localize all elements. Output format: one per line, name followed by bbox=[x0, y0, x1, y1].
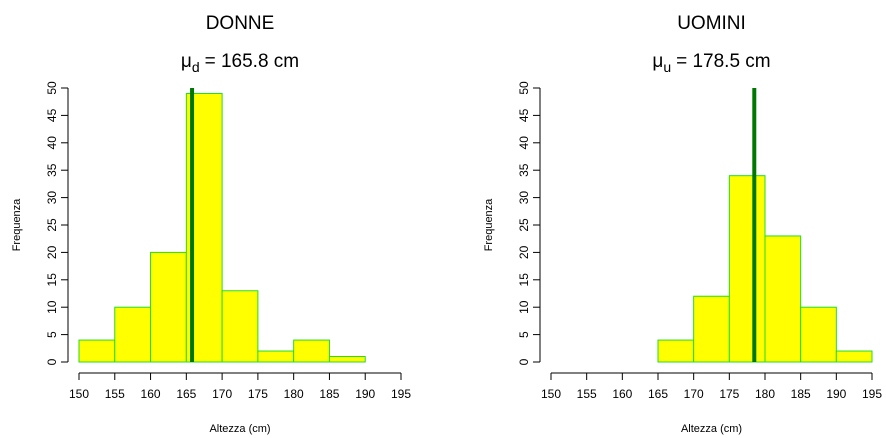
x-tick-label: 155 bbox=[105, 387, 125, 401]
chart-subtitle: μd = 165.8 cm bbox=[181, 51, 299, 75]
x-tick-label: 180 bbox=[284, 387, 304, 401]
x-tick-label: 185 bbox=[319, 387, 339, 401]
bar bbox=[764, 235, 802, 363]
y-tick-label: 45 bbox=[517, 108, 531, 122]
chart-title: UOMINI bbox=[677, 13, 746, 34]
y-tick-label: 10 bbox=[45, 300, 59, 314]
chart-title: DONNE bbox=[206, 13, 275, 34]
y-tick-label: 25 bbox=[45, 218, 59, 232]
mean-subscript: u bbox=[663, 59, 671, 75]
bar bbox=[835, 350, 873, 363]
x-tick-label: 170 bbox=[684, 387, 704, 401]
x-tick-label: 175 bbox=[719, 387, 739, 401]
y-tick-label: 20 bbox=[517, 245, 531, 259]
x-tick-label: 155 bbox=[577, 387, 597, 401]
bar bbox=[257, 350, 295, 363]
x-tick-label: 190 bbox=[826, 387, 846, 401]
y-tick-label: 40 bbox=[517, 136, 531, 150]
bar bbox=[693, 295, 730, 363]
x-tick-label: 165 bbox=[176, 387, 196, 401]
bar bbox=[114, 306, 152, 363]
y-axis-label: Frequenza bbox=[11, 198, 23, 251]
x-tick-label: 160 bbox=[141, 387, 161, 401]
y-tick-label: 15 bbox=[517, 273, 531, 287]
y-tick-label: 5 bbox=[517, 331, 531, 338]
x-tick-label: 195 bbox=[862, 387, 882, 401]
y-tick-label: 5 bbox=[45, 331, 59, 338]
x-tick-label: 165 bbox=[648, 387, 668, 401]
x-tick-label: 175 bbox=[248, 387, 268, 401]
mean-label: = 178.5 cm bbox=[676, 51, 771, 72]
chart-subtitle: μu = 178.5 cm bbox=[652, 51, 770, 75]
mean-subscript: d bbox=[192, 59, 200, 75]
mean-symbol: μ bbox=[181, 51, 192, 72]
y-tick-label: 30 bbox=[45, 191, 59, 205]
y-tick-label: 20 bbox=[45, 245, 59, 259]
mean-label: = 165.8 cm bbox=[205, 51, 300, 72]
mean-symbol: μ bbox=[652, 51, 663, 72]
x-tick-label: 150 bbox=[69, 387, 89, 401]
y-tick-label: 30 bbox=[517, 191, 531, 205]
y-tick-label: 40 bbox=[45, 136, 59, 150]
x-tick-label: 190 bbox=[355, 387, 375, 401]
bar bbox=[657, 339, 695, 363]
y-tick-label: 25 bbox=[517, 218, 531, 232]
y-tick-label: 0 bbox=[45, 358, 59, 365]
y-tick-label: 50 bbox=[517, 81, 531, 95]
y-tick-label: 15 bbox=[45, 273, 59, 287]
y-tick-label: 0 bbox=[517, 358, 531, 365]
y-tick-label: 10 bbox=[517, 300, 531, 314]
x-tick-label: 185 bbox=[791, 387, 811, 401]
bar bbox=[293, 339, 330, 363]
bar bbox=[800, 306, 837, 363]
bar bbox=[150, 251, 187, 363]
x-axis-label: Altezza (cm) bbox=[209, 423, 270, 435]
x-axis-label: Altezza (cm) bbox=[681, 423, 742, 435]
y-tick-label: 45 bbox=[45, 108, 59, 122]
y-tick-label: 35 bbox=[45, 163, 59, 177]
bar bbox=[221, 290, 259, 363]
y-axis-label: Frequenza bbox=[483, 198, 495, 251]
x-tick-label: 180 bbox=[755, 387, 775, 401]
bar bbox=[328, 356, 366, 363]
y-tick-label: 35 bbox=[517, 163, 531, 177]
x-tick-label: 160 bbox=[612, 387, 632, 401]
y-tick-label: 50 bbox=[45, 81, 59, 95]
bar bbox=[728, 175, 766, 363]
x-tick-label: 150 bbox=[541, 387, 561, 401]
x-tick-label: 195 bbox=[391, 387, 411, 401]
bar bbox=[78, 339, 116, 363]
x-tick-label: 170 bbox=[212, 387, 232, 401]
